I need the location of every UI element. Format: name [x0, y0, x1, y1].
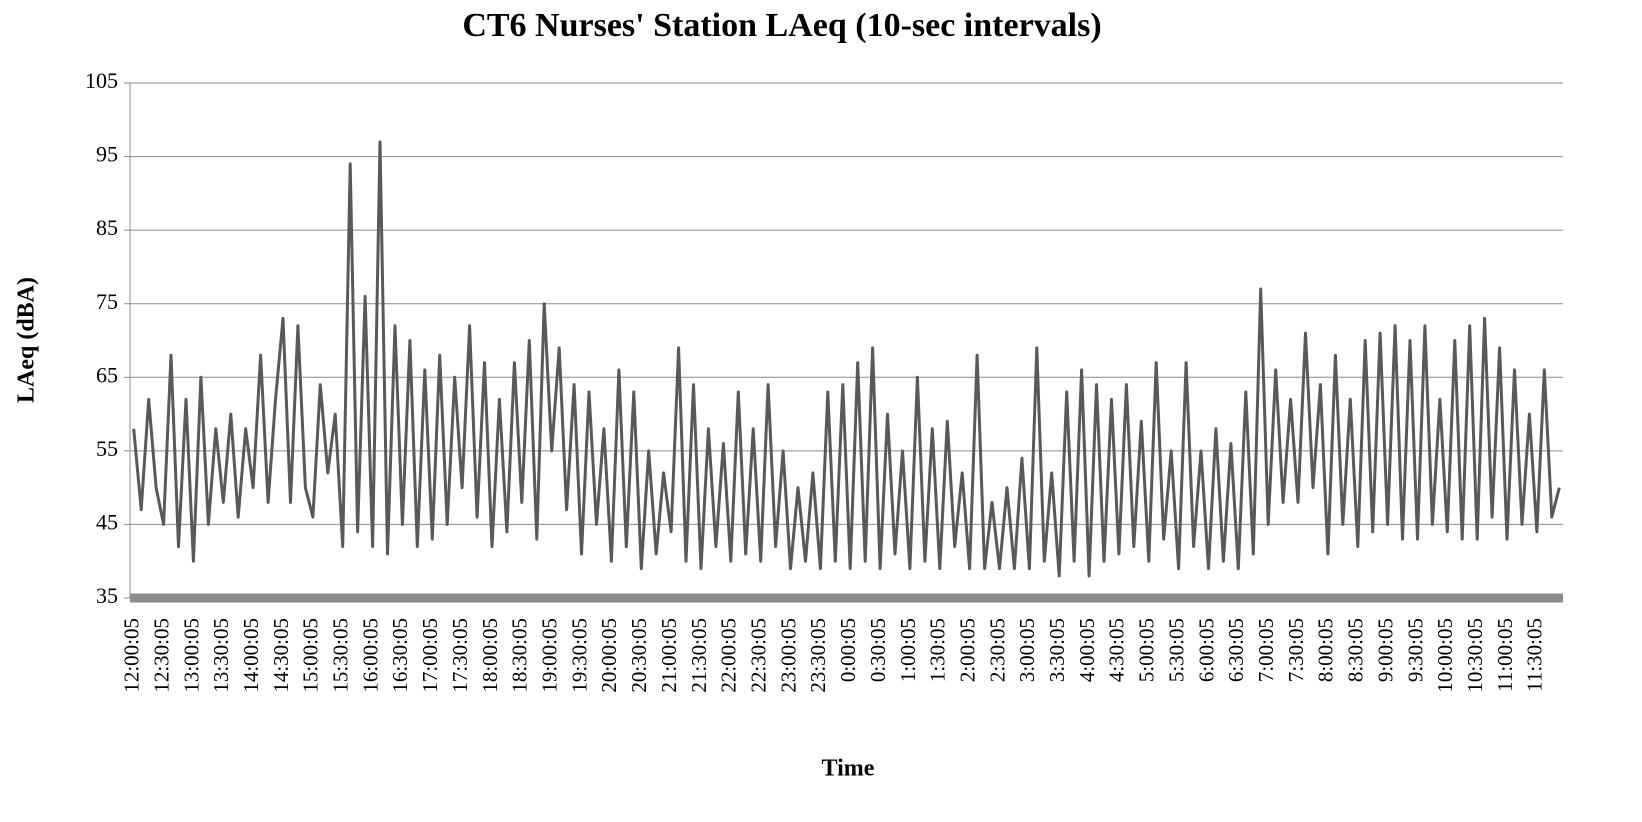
x-tick-label: 15:30:05: [329, 618, 353, 693]
x-tick-label: 11:00:05: [1493, 618, 1517, 692]
x-tick-label: 13:00:05: [179, 618, 203, 693]
x-tick-label: 5:00:05: [1135, 618, 1159, 682]
y-tick-label: 35: [96, 583, 118, 608]
x-tick-label: 7:30:05: [1284, 618, 1308, 682]
data-line: [132, 140, 1561, 578]
x-tick-label: 9:00:05: [1373, 618, 1397, 682]
x-tick-label: 22:30:05: [746, 618, 770, 693]
x-tick-label: 0:30:05: [866, 618, 890, 682]
y-tick-label: 65: [96, 362, 118, 387]
x-tick-label: 12:00:05: [120, 618, 144, 693]
x-tick-label: 14:00:05: [239, 618, 263, 693]
x-tick-label: 19:30:05: [567, 618, 591, 693]
x-tick-label: 16:00:05: [358, 618, 382, 693]
x-tick-label: 20:30:05: [627, 618, 651, 693]
x-tick-label: 9:30:05: [1403, 618, 1427, 682]
x-tick-label: 17:00:05: [418, 618, 442, 693]
x-tick-label: 3:30:05: [1045, 618, 1069, 682]
x-tick-label: 19:00:05: [538, 618, 562, 693]
y-tick-label: 105: [85, 68, 118, 93]
x-tick-label: 12:30:05: [149, 618, 173, 693]
x-tick-label: 11:30:05: [1523, 618, 1547, 692]
y-tick-label: 95: [96, 142, 118, 167]
x-tick-label: 21:00:05: [657, 618, 681, 693]
x-tick-label: 7:00:05: [1254, 618, 1278, 682]
y-tick-label: 85: [96, 215, 118, 240]
y-tick-label: 75: [96, 289, 118, 314]
x-tick-label: 1:30:05: [926, 618, 950, 682]
x-tick-label: 15:00:05: [299, 618, 323, 693]
x-tick-label: 13:30:05: [209, 618, 233, 693]
x-tick-label: 17:30:05: [448, 618, 472, 693]
x-tick-label: 8:30:05: [1344, 618, 1368, 682]
x-tick-label: 14:30:05: [269, 618, 293, 693]
x-tick-label: 10:00:05: [1433, 618, 1457, 693]
y-tick-label: 55: [96, 436, 118, 461]
x-tick-label: 22:00:05: [717, 618, 741, 693]
x-tick-label: 10:30:05: [1463, 618, 1487, 693]
x-tick-label: 6:00:05: [1194, 618, 1218, 682]
x-tick-label: 16:30:05: [388, 618, 412, 693]
x-tick-label: 2:30:05: [985, 618, 1009, 682]
x-tick-label: 23:00:05: [776, 618, 800, 693]
x-tick-label: 3:00:05: [1015, 618, 1039, 682]
x-tick-label: 1:00:05: [896, 618, 920, 682]
x-axis-label: Time: [822, 756, 875, 782]
x-tick-label: 4:00:05: [1075, 618, 1099, 682]
x-tick-label: 5:30:05: [1164, 618, 1188, 682]
x-tick-label: 0:00:05: [836, 618, 860, 682]
y-tick-label: 45: [96, 509, 118, 534]
chart-title: CT6 Nurses' Station LAeq (10-sec interva…: [462, 7, 1101, 44]
x-tick-label: 21:30:05: [687, 618, 711, 693]
x-tick-label: 18:00:05: [478, 618, 502, 693]
x-tick-label: 20:00:05: [597, 618, 621, 693]
y-axis-label: LAeq (dBA): [14, 277, 40, 403]
x-tick-label: 18:30:05: [508, 618, 532, 693]
x-tick-label: 23:30:05: [806, 618, 830, 693]
x-tick-label: 4:30:05: [1105, 618, 1129, 682]
x-tick-label: 2:00:05: [955, 618, 979, 682]
x-tick-label: 8:00:05: [1314, 618, 1338, 682]
x-tick-label: 6:30:05: [1224, 618, 1248, 682]
